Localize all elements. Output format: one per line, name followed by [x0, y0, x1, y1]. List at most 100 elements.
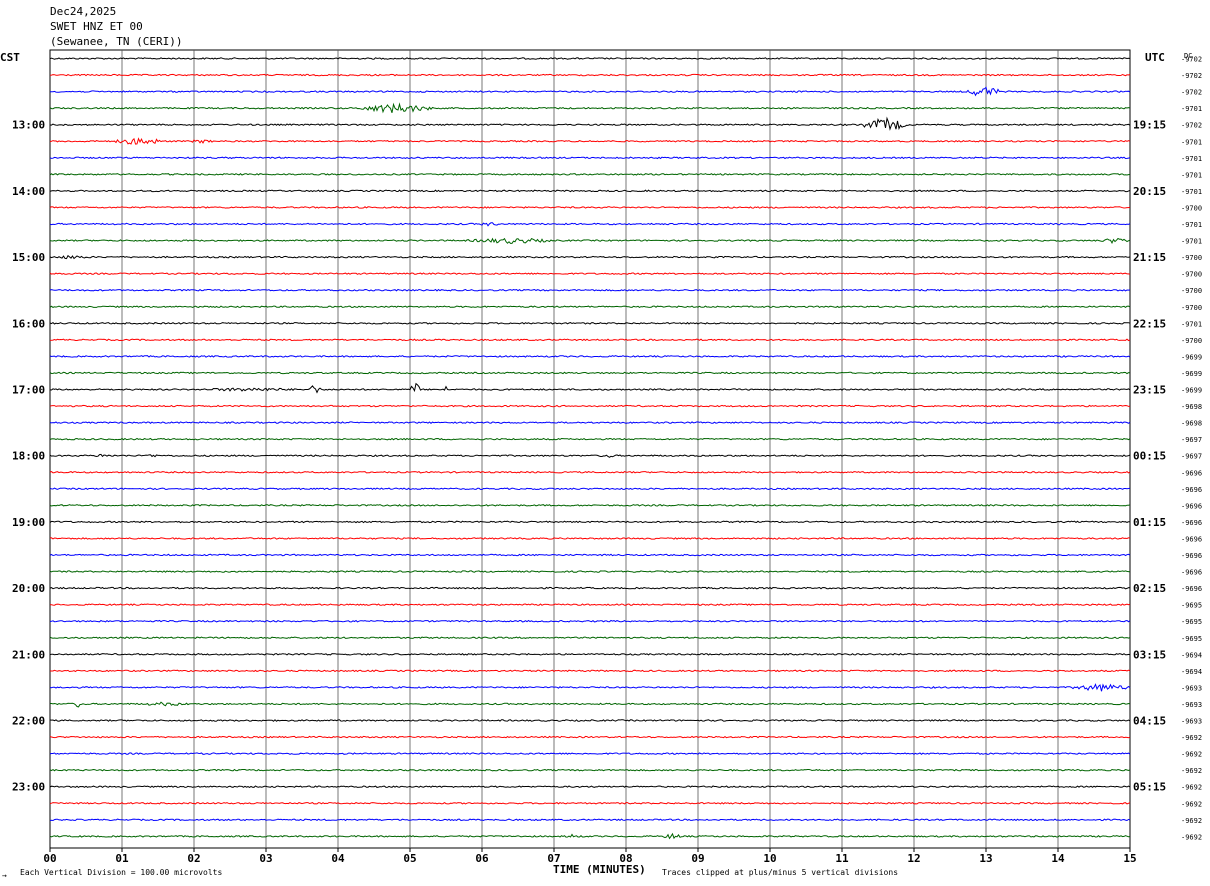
footer-scale-note: Each Vertical Division = 100.00 microvol… — [20, 868, 222, 877]
trace-line-39 — [50, 701, 1131, 708]
dc-offset-label: -9699 — [1181, 353, 1202, 361]
dc-offset-label: -9700 — [1181, 337, 1202, 345]
right-hour-label: 22:15 — [1133, 317, 1166, 330]
dc-header-label: DC — [1184, 52, 1192, 60]
right-hour-label: 20:15 — [1133, 185, 1166, 198]
dc-offset-label: -9692 — [1181, 833, 1202, 841]
trace-line-12 — [49, 254, 1131, 260]
x-axis-ticks: 00 01 02 03 04 05 06 07 08 09 10 11 12 13 14 15 — [43, 848, 1137, 865]
dc-offset-label: -9700 — [1181, 204, 1202, 212]
trace-line-8 — [49, 189, 1131, 193]
right-hour-label: 03:15 — [1133, 648, 1166, 661]
right-hour-labels: 19:15 20:15 21:15 22:15 23:15 00:15 01:15 02:15… — [1133, 119, 1166, 794]
trace-line-41 — [49, 735, 1131, 739]
left-timezone-label: CST — [0, 51, 20, 64]
dc-offset-label: -9695 — [1181, 635, 1202, 643]
trace-line-3 — [49, 102, 1131, 114]
right-hour-label: 19:15 — [1133, 119, 1166, 132]
trace-line-33 — [50, 603, 1131, 606]
left-hour-label: 13:00 — [12, 119, 45, 132]
x-tick-label: 12 — [907, 852, 920, 865]
right-hour-label: 02:15 — [1133, 582, 1166, 595]
dc-offset-label: -9692 — [1181, 800, 1202, 808]
dc-offset-label: -9701 — [1181, 155, 1202, 163]
x-tick-label: 07 — [547, 852, 560, 865]
dc-offset-label: -9701 — [1181, 221, 1202, 229]
trace-line-18 — [49, 355, 1131, 358]
trace-line-22 — [49, 421, 1131, 424]
plot-frame — [49, 49, 1131, 849]
right-hour-label: 05:15 — [1133, 781, 1166, 794]
trace-line-30 — [49, 553, 1131, 557]
dc-offset-label: -9697 — [1181, 453, 1202, 461]
dc-offset-label: -9698 — [1181, 403, 1202, 411]
right-hour-label: 01:15 — [1133, 516, 1166, 529]
trace-line-32 — [49, 586, 1131, 590]
dc-offset-label: -9695 — [1181, 618, 1202, 626]
trace-line-38 — [49, 683, 1131, 692]
x-tick-label: 15 — [1123, 852, 1136, 865]
dc-offset-label: -9694 — [1181, 651, 1202, 659]
left-hour-label: 19:00 — [12, 516, 45, 529]
dc-offset-label: -9702 — [1181, 89, 1202, 97]
x-tick-label: 10 — [763, 852, 776, 865]
dc-offset-label: -9696 — [1181, 502, 1202, 510]
header-date: Dec24,2025 — [50, 5, 116, 18]
trace-line-34 — [49, 619, 1131, 623]
grid — [49, 49, 1131, 849]
trace-line-2 — [49, 86, 1131, 97]
left-hour-label: 21:00 — [12, 648, 45, 661]
dc-offset-label: -9702 — [1181, 72, 1202, 80]
dc-offset-label: -9693 — [1181, 701, 1202, 709]
left-hour-label: 23:00 — [12, 781, 45, 794]
trace-line-6 — [49, 156, 1131, 160]
trace-group — [49, 57, 1131, 840]
dc-offset-label: -9702 — [1181, 122, 1202, 130]
trace-line-1 — [49, 73, 1131, 77]
trace-line-21 — [49, 404, 1131, 408]
trace-line-36 — [49, 652, 1131, 656]
trace-line-23 — [49, 437, 1131, 441]
dc-offset-label: -9700 — [1181, 254, 1202, 262]
trace-line-13 — [49, 272, 1131, 275]
dc-offset-label: -9692 — [1181, 751, 1202, 759]
x-tick-label: 06 — [475, 852, 489, 865]
left-hour-label: 18:00 — [12, 450, 45, 463]
trace-line-20 — [49, 382, 1131, 394]
right-hour-label: 00:15 — [1133, 450, 1166, 463]
trace-line-40 — [49, 719, 1131, 722]
dc-offset-label: -9701 — [1181, 105, 1202, 113]
left-hour-label: 17:00 — [12, 384, 45, 397]
trace-line-16 — [49, 321, 1131, 325]
dc-offset-label: -9696 — [1181, 469, 1202, 477]
dc-offset-label: -9699 — [1181, 370, 1202, 378]
x-tick-label: 01 — [115, 852, 129, 865]
right-hour-label: 21:15 — [1133, 251, 1166, 264]
trace-line-15 — [49, 305, 1131, 309]
trace-line-29 — [49, 537, 1131, 540]
x-tick-label: 13 — [979, 852, 992, 865]
dc-offset-label: -9694 — [1181, 668, 1202, 676]
trace-line-27 — [49, 504, 1131, 507]
footer-clip-note: Traces clipped at plus/minus 5 vertical … — [662, 868, 898, 877]
dc-offset-label: -9696 — [1181, 535, 1202, 543]
dc-offset-label: -9701 — [1181, 171, 1202, 179]
trace-line-25 — [49, 470, 1131, 474]
left-hour-label: 22:00 — [12, 715, 45, 728]
trace-line-46 — [49, 818, 1131, 822]
right-timezone-label: UTC — [1145, 51, 1165, 64]
dc-offset-label: -9696 — [1181, 519, 1202, 527]
trace-line-19 — [49, 371, 1131, 375]
dc-offset-label: -9700 — [1181, 271, 1202, 279]
dc-offset-label: -9692 — [1181, 767, 1202, 775]
x-tick-label: 00 — [43, 852, 56, 865]
left-hour-label: 15:00 — [12, 251, 45, 264]
dc-offset-label: -9697 — [1181, 436, 1202, 444]
dc-offset-label: -9701 — [1181, 188, 1202, 196]
dc-offset-label: -9700 — [1181, 287, 1202, 295]
left-hour-labels: 13:00 14:00 15:00 16:00 17:00 18:00 19:00 20:00… — [12, 119, 45, 794]
x-tick-label: 09 — [691, 852, 704, 865]
header-location: (Sewanee, TN (CERI)) — [50, 35, 182, 48]
trace-line-7 — [49, 173, 1131, 176]
